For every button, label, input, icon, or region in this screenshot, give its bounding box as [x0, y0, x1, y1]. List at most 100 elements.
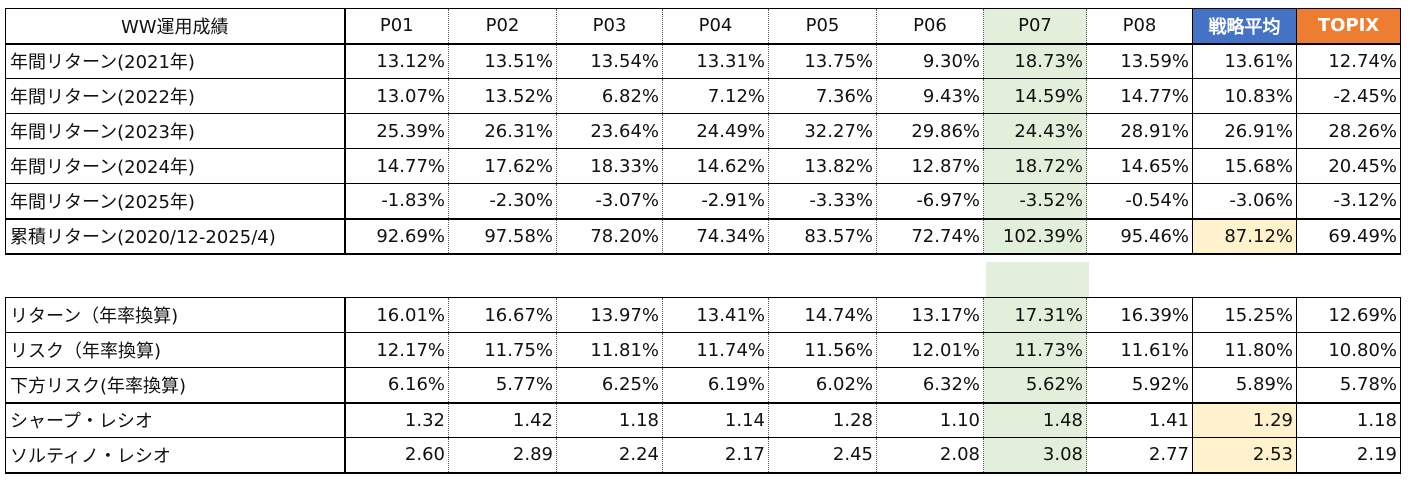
value-cell: 13.07%: [344, 78, 449, 114]
value-cell: -3.07%: [556, 183, 663, 219]
value-cell: 5.77%: [448, 367, 557, 403]
value-cell: 14.77%: [344, 148, 449, 184]
value-cell: -1.83%: [344, 183, 449, 219]
column-header-p06: P06: [876, 8, 984, 44]
value-cell: 7.36%: [768, 78, 877, 114]
value-cell: 1.41: [1086, 401, 1193, 438]
value-cell: 12.01%: [876, 332, 984, 368]
value-cell: 10.80%: [1296, 332, 1401, 368]
value-cell: 16.01%: [344, 297, 449, 333]
value-cell: 1.14: [662, 401, 769, 438]
value-cell: 6.19%: [662, 367, 769, 403]
value-cell: 13.97%: [556, 297, 663, 333]
value-cell: 15.25%: [1192, 297, 1297, 333]
column-header-p07: P07: [983, 8, 1087, 44]
value-cell: 11.80%: [1192, 332, 1297, 368]
value-cell: 23.64%: [556, 113, 663, 149]
row-label: 下方リスク(年率換算): [5, 367, 346, 403]
value-cell: 9.30%: [876, 42, 984, 79]
value-cell: 24.49%: [662, 113, 769, 149]
value-cell: 26.91%: [1192, 113, 1297, 149]
value-cell: 6.25%: [556, 367, 663, 403]
value-cell: -2.30%: [448, 183, 557, 219]
value-cell: 28.26%: [1296, 113, 1401, 149]
value-cell: 3.08: [983, 437, 1087, 474]
column-header-p02: P02: [448, 8, 557, 44]
table-row: リターン（年率換算) 16.01% 16.67% 13.97% 13.41% 14.74%…: [5, 297, 1401, 333]
value-cell: 13.41%: [662, 297, 769, 333]
value-cell: 1.32: [344, 401, 449, 438]
value-cell: 78.20%: [556, 217, 663, 255]
value-cell: 17.31%: [983, 297, 1087, 333]
value-cell: 11.81%: [556, 332, 663, 368]
value-cell: -6.97%: [876, 183, 984, 219]
table-row: 下方リスク(年率換算) 6.16% 5.77% 6.25% 6.19% 6.02% 6.32…: [5, 367, 1401, 403]
value-cell: 32.27%: [768, 113, 877, 149]
row-label: 年間リターン(2025年): [5, 183, 346, 219]
table-row: 累積リターン(2020/12-2025/4) 92.69% 97.58% 78.20%…: [5, 217, 1401, 255]
value-cell: 25.39%: [344, 113, 449, 149]
value-cell: 74.34%: [662, 217, 769, 255]
value-cell: 13.12%: [344, 42, 449, 79]
table-row: ソルティノ・レシオ 2.60 2.89 2.24 2.17 2.45 2.08 3.08 2.7…: [5, 437, 1401, 474]
value-cell: 13.51%: [448, 42, 557, 79]
column-header-p08: P08: [1086, 8, 1193, 44]
value-cell: 92.69%: [344, 217, 449, 255]
value-cell: 14.77%: [1086, 78, 1193, 114]
row-label: シャープ・レシオ: [5, 401, 346, 438]
value-cell: 24.43%: [983, 113, 1087, 149]
value-cell: 87.12%: [1192, 217, 1297, 255]
value-cell: 12.17%: [344, 332, 449, 368]
value-cell: 1.10: [876, 401, 984, 438]
risk-metrics-table: リターン（年率換算) 16.01% 16.67% 13.97% 13.41% 14.74%…: [5, 297, 1401, 474]
value-cell: 13.31%: [662, 42, 769, 79]
value-cell: 1.18: [556, 401, 663, 438]
value-cell: 16.39%: [1086, 297, 1193, 333]
table-row: リスク（年率換算) 12.17% 11.75% 11.81% 11.74% 11.56% 1…: [5, 332, 1401, 368]
value-cell: -3.52%: [983, 183, 1087, 219]
value-cell: 13.82%: [768, 148, 877, 184]
value-cell: 11.74%: [662, 332, 769, 368]
table-row: 年間リターン(2025年) -1.83% -2.30% -3.07% -2.91% -3.…: [5, 183, 1401, 219]
row-label: 年間リターン(2022年): [5, 78, 346, 114]
value-cell: 5.62%: [983, 367, 1087, 403]
row-label: リスク（年率換算): [5, 332, 346, 368]
value-cell: 18.33%: [556, 148, 663, 184]
table-title: WW運用成績: [5, 8, 346, 44]
value-cell: 7.12%: [662, 78, 769, 114]
value-cell: 2.08: [876, 437, 984, 474]
table-row: 年間リターン(2023年) 25.39% 26.31% 23.64% 24.49% 32.…: [5, 113, 1401, 149]
value-cell: 5.92%: [1086, 367, 1193, 403]
value-cell: 97.58%: [448, 217, 557, 255]
value-cell: 20.45%: [1296, 148, 1401, 184]
row-label: ソルティノ・レシオ: [5, 437, 346, 474]
value-cell: 2.17: [662, 437, 769, 474]
value-cell: -3.33%: [768, 183, 877, 219]
table-row: 年間リターン(2022年) 13.07% 13.52% 6.82% 7.12% 7.36%…: [5, 78, 1401, 114]
value-cell: 18.72%: [983, 148, 1087, 184]
value-cell: 5.78%: [1296, 367, 1401, 403]
value-cell: 11.61%: [1086, 332, 1193, 368]
value-cell: 9.43%: [876, 78, 984, 114]
value-cell: -2.45%: [1296, 78, 1401, 114]
value-cell: 2.19: [1296, 437, 1401, 474]
value-cell: 10.83%: [1192, 78, 1297, 114]
value-cell: 18.73%: [983, 42, 1087, 79]
header-row: WW運用成績 P01 P02 P03 P04 P05 P06 P07 P08 戦略平均 TOPIX: [5, 8, 1401, 44]
column-header-p03: P03: [556, 8, 663, 44]
value-cell: 13.75%: [768, 42, 877, 79]
value-cell: 15.68%: [1192, 148, 1297, 184]
value-cell: 1.18: [1296, 401, 1401, 438]
row-label: 年間リターン(2023年): [5, 113, 346, 149]
value-cell: 16.67%: [448, 297, 557, 333]
value-cell: 2.24: [556, 437, 663, 474]
value-cell: 14.62%: [662, 148, 769, 184]
value-cell: 12.74%: [1296, 42, 1401, 79]
value-cell: 12.69%: [1296, 297, 1401, 333]
value-cell: 13.17%: [876, 297, 984, 333]
value-cell: 69.49%: [1296, 217, 1401, 255]
value-cell: 14.59%: [983, 78, 1087, 114]
row-label: 年間リターン(2024年): [5, 148, 346, 184]
value-cell: -3.12%: [1296, 183, 1401, 219]
value-cell: 2.45: [768, 437, 877, 474]
